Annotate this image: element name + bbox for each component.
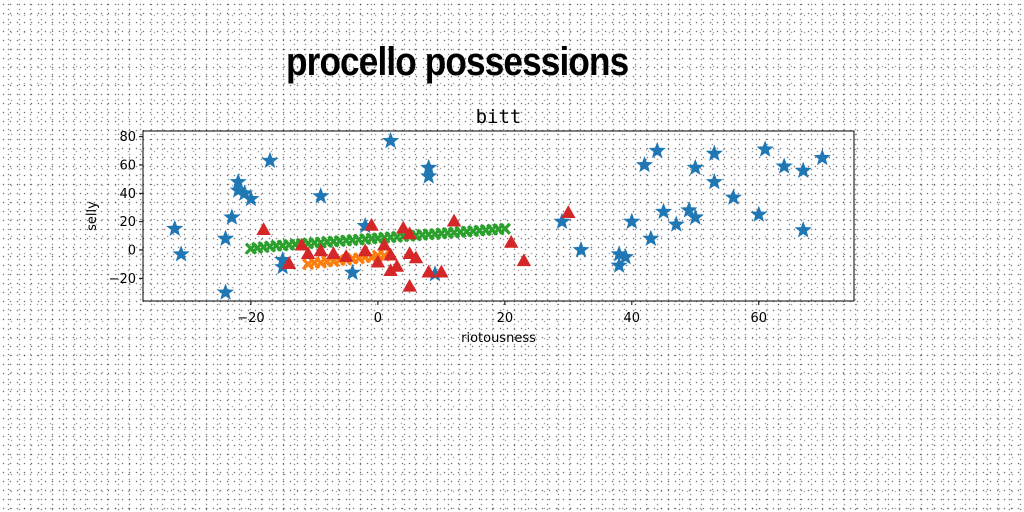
y-tick-label: 80 — [119, 130, 136, 145]
plot-area — [166, 131, 831, 300]
data-point-triangle — [396, 220, 411, 234]
data-point-triangle — [516, 253, 532, 267]
y-tick-label: 0 — [128, 244, 136, 259]
data-point-triangle — [300, 246, 316, 260]
data-point-star — [667, 215, 685, 232]
data-point-star — [223, 208, 241, 225]
data-point-star — [420, 167, 438, 184]
data-point-star — [356, 216, 374, 234]
data-point-star — [648, 141, 666, 159]
data-point-triangle — [503, 234, 519, 248]
y-tick-label: 20 — [119, 215, 136, 230]
data-point-triangle — [421, 264, 436, 278]
data-point-star — [724, 188, 742, 205]
data-point-star — [229, 181, 247, 198]
data-point-star — [274, 258, 292, 275]
data-point-star — [172, 245, 190, 262]
data-point-star — [794, 221, 812, 238]
data-point-star — [312, 187, 330, 204]
x-tick-label: 0 — [374, 311, 382, 326]
data-point-triangle — [357, 243, 373, 257]
data-point-triangle — [402, 278, 417, 292]
data-point-star — [229, 173, 247, 190]
y-axis: −20 0 20 40 60 80 — [109, 130, 143, 287]
data-point-triangle — [561, 205, 576, 218]
data-point-triangle — [313, 243, 328, 257]
data-point-triangle — [408, 250, 424, 264]
data-point-triangle — [383, 263, 398, 277]
data-point-star — [236, 184, 254, 201]
plot-frame — [142, 130, 855, 302]
data-point-triangle — [402, 226, 417, 240]
data-point-triangle — [256, 222, 271, 235]
data-point-triangle — [446, 213, 462, 227]
x-axis: −20 0 20 40 60 — [237, 301, 767, 326]
data-point-star — [616, 248, 635, 265]
data-point-triangle — [377, 237, 392, 251]
data-point-star — [553, 212, 571, 229]
headline: procello possessions — [286, 40, 629, 84]
data-point-star — [705, 173, 723, 190]
x-tick-label: −20 — [237, 311, 264, 326]
data-point-star — [705, 144, 723, 161]
data-point-triangle — [389, 259, 405, 272]
data-point-star — [610, 256, 628, 273]
data-point-triangle — [338, 249, 354, 262]
data-point-x — [498, 222, 511, 235]
x-tick-label: 60 — [751, 311, 768, 326]
y-tick-label: 40 — [119, 187, 136, 202]
y-tick-label: −20 — [109, 272, 136, 287]
x-tick-label: 20 — [497, 311, 514, 326]
data-point-triangle — [326, 246, 341, 260]
data-point-star — [426, 265, 444, 282]
series-1 — [166, 131, 831, 300]
data-point-star — [166, 219, 184, 237]
data-point-star — [572, 241, 590, 258]
data-point-star — [274, 250, 292, 268]
data-point-star — [813, 148, 831, 166]
data-point-star — [794, 161, 812, 178]
data-point-star — [420, 158, 438, 176]
data-point-triangle — [294, 237, 309, 251]
y-tick-label: 60 — [119, 159, 136, 174]
data-point-star — [654, 202, 673, 220]
data-point-star — [261, 151, 279, 169]
data-point-star — [242, 190, 260, 207]
y-axis-label: selly — [85, 201, 100, 231]
x-tick-label: 40 — [624, 311, 641, 326]
data-point-star — [642, 229, 660, 246]
data-point-star — [756, 140, 774, 157]
data-point-star — [750, 205, 768, 222]
data-point-star — [775, 157, 793, 174]
data-point-triangle — [383, 247, 398, 261]
data-point-star — [680, 201, 698, 218]
data-point-triangle — [370, 254, 386, 268]
data-point-star — [382, 131, 400, 149]
data-point-star — [610, 245, 628, 262]
x-axis-label: riotousness — [461, 331, 536, 346]
data-point-star — [216, 283, 235, 300]
data-point-star — [686, 208, 704, 225]
series-4 — [256, 205, 576, 292]
chart-title: bitt — [476, 106, 522, 128]
data-point-triangle — [434, 264, 449, 278]
data-point-star — [686, 158, 704, 176]
data-point-star — [623, 212, 641, 229]
data-point-triangle — [281, 256, 297, 269]
data-point-star — [635, 156, 654, 173]
data-point-star — [216, 229, 235, 246]
data-point-triangle — [364, 217, 379, 231]
data-point-star — [343, 263, 362, 280]
